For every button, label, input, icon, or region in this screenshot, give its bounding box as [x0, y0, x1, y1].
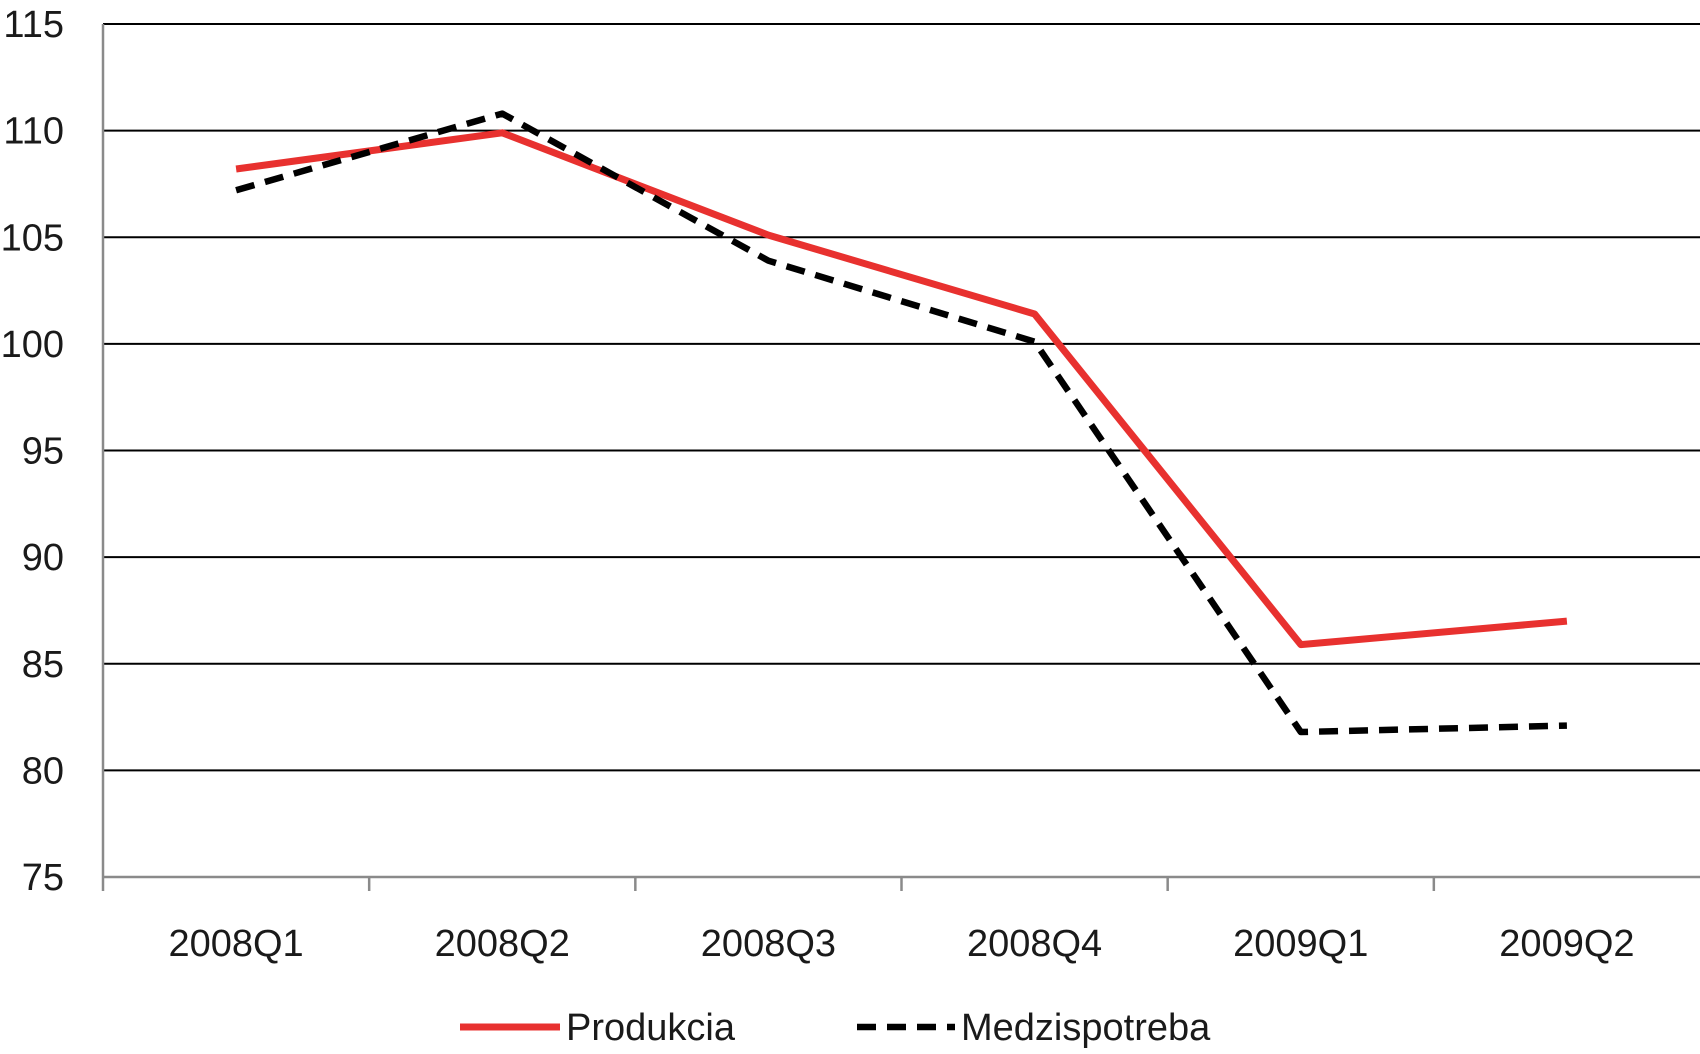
x-tick-label: 2008Q2	[435, 923, 570, 965]
y-tick-label: 90	[22, 537, 64, 579]
x-tick-labels: 2008Q1 2008Q2 2008Q3 2008Q4 2009Q1 2009Q2	[168, 923, 1634, 965]
x-tick-label: 2008Q1	[168, 923, 303, 965]
legend: Produkcia Medzispotreba	[460, 1007, 1211, 1049]
y-tick-label: 100	[1, 324, 64, 366]
y-tick-label: 110	[3, 111, 64, 153]
y-tick-label: 85	[22, 644, 64, 686]
legend-label-medzispotreba: Medzispotreba	[961, 1007, 1211, 1049]
y-tick-label: 75	[22, 857, 64, 899]
series-line-produkcia	[235, 129, 1568, 649]
axes	[101, 24, 1700, 891]
y-tick-labels: 75 80 85 90 95 100 105 110 115	[1, 4, 64, 899]
gridlines	[103, 23, 1700, 772]
x-tick-label: 2009Q2	[1499, 923, 1634, 965]
y-tick-label: 105	[1, 217, 64, 259]
series-lines	[235, 110, 1568, 736]
legend-label-produkcia: Produkcia	[566, 1007, 736, 1049]
x-tick-label: 2009Q1	[1233, 923, 1368, 965]
y-tick-label: 80	[22, 750, 64, 792]
x-tick-label: 2008Q3	[701, 923, 836, 965]
x-tick-label: 2008Q4	[967, 923, 1102, 965]
y-tick-label: 95	[22, 431, 64, 473]
series-line-medzispotreba	[235, 110, 1567, 736]
y-tick-label: 115	[3, 4, 64, 46]
